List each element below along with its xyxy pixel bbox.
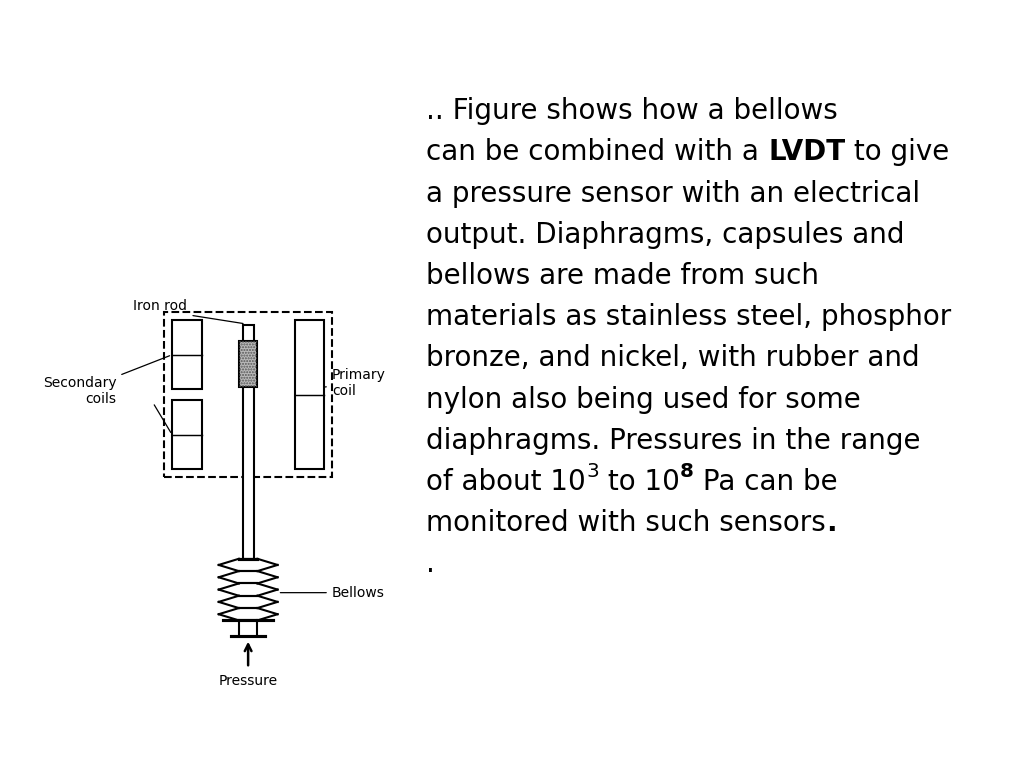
Text: .: .	[426, 551, 435, 578]
Text: monitored with such sensors: monitored with such sensors	[426, 509, 826, 538]
Bar	[239, 341, 257, 387]
Text: a pressure sensor with an electrical: a pressure sensor with an electrical	[426, 180, 921, 207]
Text: can be combined with a: can be combined with a	[426, 138, 768, 167]
Text: Primary
coil: Primary coil	[324, 368, 386, 399]
Bar	[239, 341, 257, 387]
Text: Secondary
coils: Secondary coils	[43, 356, 170, 406]
Bar	[295, 320, 324, 469]
Text: to 10: to 10	[599, 468, 680, 496]
Text: bellows are made from such: bellows are made from such	[426, 262, 819, 290]
Text: of about 10: of about 10	[426, 468, 586, 496]
Text: .. Figure shows how a bellows: .. Figure shows how a bellows	[426, 98, 838, 125]
Text: 3: 3	[586, 462, 599, 481]
Text: Pa can be: Pa can be	[693, 468, 838, 496]
Text: diaphragms. Pressures in the range: diaphragms. Pressures in the range	[426, 427, 921, 455]
Text: Iron rod: Iron rod	[133, 300, 243, 323]
Text: .: .	[826, 509, 837, 538]
Text: 8: 8	[680, 462, 693, 481]
Text: to give: to give	[845, 138, 949, 167]
Bar	[165, 313, 332, 477]
Text: bronze, and nickel, with rubber and: bronze, and nickel, with rubber and	[426, 344, 920, 372]
Text: LVDT: LVDT	[768, 138, 845, 167]
Bar	[243, 326, 254, 559]
Text: nylon also being used for some: nylon also being used for some	[426, 386, 861, 414]
Bar	[172, 400, 202, 469]
Bar	[172, 320, 202, 389]
Text: materials as stainless steel, phosphor: materials as stainless steel, phosphor	[426, 303, 951, 331]
Text: Bellows: Bellows	[281, 586, 385, 600]
Text: Pressure: Pressure	[218, 674, 278, 688]
Text: output. Diaphragms, capsules and: output. Diaphragms, capsules and	[426, 221, 905, 249]
